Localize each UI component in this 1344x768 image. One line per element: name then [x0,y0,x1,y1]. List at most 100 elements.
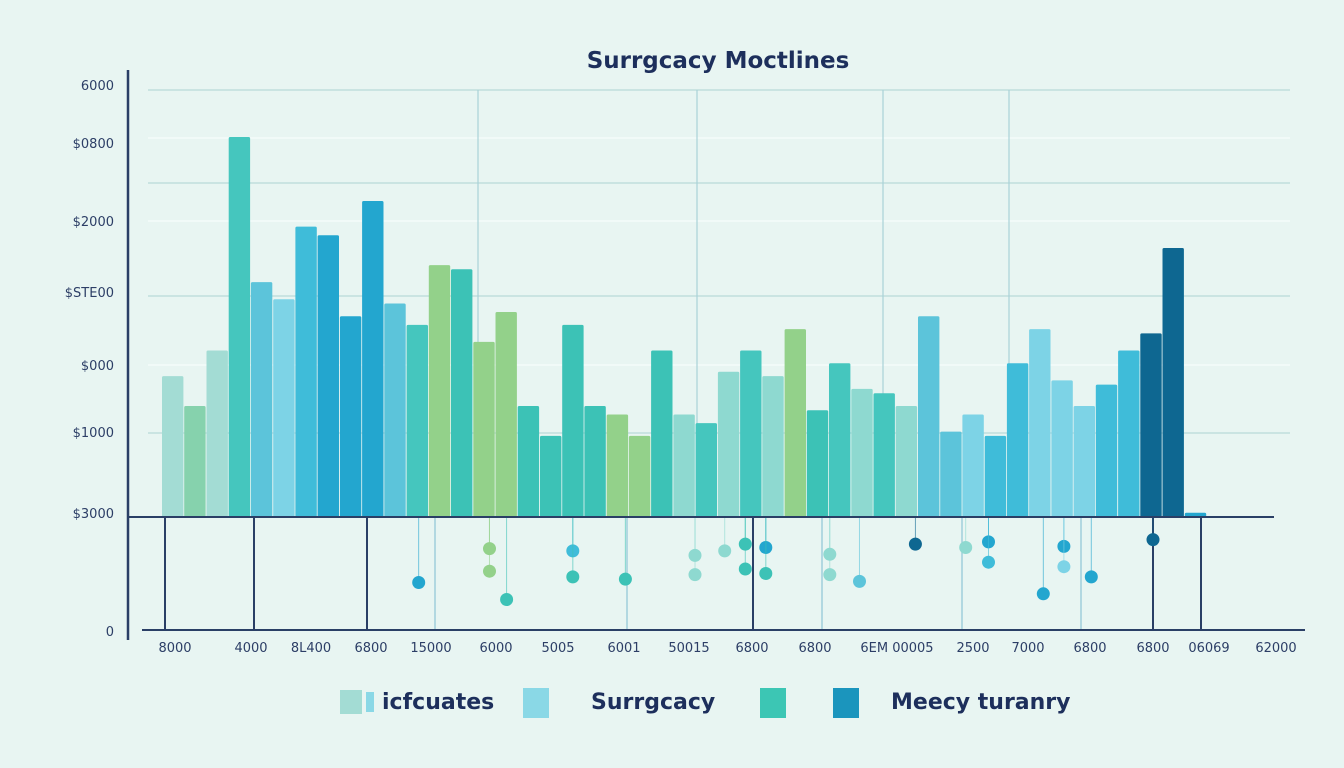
data-dot [566,570,580,584]
y-tick-label: $000 [81,359,114,374]
x-tick-label: 4000 [234,641,267,656]
bar [451,269,473,517]
y-tick-label: $0800 [73,137,114,152]
bar [384,303,406,517]
y-tick-label: 6000 [81,79,114,94]
bar [606,414,629,517]
lower-panel [164,517,1202,630]
legend-swatch [523,688,549,718]
bar [806,410,829,518]
bar [473,341,495,517]
bar [362,201,384,517]
bar [1095,384,1118,517]
x-tick-label: 6800 [735,641,768,656]
bar [228,137,251,517]
bar [717,371,740,517]
bar [517,406,540,517]
legend-label: Surrgcacy [591,690,715,715]
y-tick-label: $STE00 [65,286,114,301]
legend-label: Meecy turanry [891,690,1071,715]
bar [562,324,584,517]
bar [273,299,295,517]
data-dot [759,567,773,580]
bar [184,406,206,517]
data-dot [853,574,866,588]
legend-label: icfcuates [382,690,494,715]
bar [918,316,940,517]
x-tick-label: 6800 [354,641,387,656]
bar [162,376,184,517]
data-dot [738,562,752,576]
bar [250,282,273,517]
data-dot [412,576,426,589]
data-dot [618,572,632,586]
x-tick-label: 50015 [668,641,709,656]
bar [495,312,517,517]
data-dot [823,568,837,582]
x-tick-label: 2500 [956,641,989,656]
bar [1162,248,1184,517]
bar [829,363,851,517]
bar [406,324,428,517]
x-tick-label: 8000 [158,641,191,656]
data-dot [500,593,514,606]
data-dot [982,555,995,569]
data-dot [718,544,732,558]
bar [295,226,317,517]
bar [740,350,762,517]
legend-swatch [833,688,859,718]
x-tick-label: 5005 [541,641,574,656]
data-dot [1057,560,1071,574]
bar [1140,333,1162,517]
data-dot [1146,533,1160,547]
data-dot [1084,570,1098,584]
y-axis-ticks: 6000 $0800 $2000 $STE00 $000 $1000 $3000 0 [65,79,114,640]
legend: icfcuates Surrgcacy Meecy turanry [340,688,1071,718]
bar [317,235,339,517]
x-tick-label: 62000 [1255,641,1296,656]
x-tick-label: 06069 [1188,641,1229,656]
bar [584,406,606,517]
y-tick-label: $2000 [73,215,114,230]
bar [628,435,651,517]
x-tick-label: 15000 [410,641,451,656]
chart-title: Surrgcacy Moctlines [587,48,850,74]
x-tick-label: 7000 [1011,641,1044,656]
x-tick-label: 6800 [1073,641,1106,656]
bar [673,414,695,517]
x-tick-label: 6001 [607,641,640,656]
bar [895,406,918,517]
bar [540,435,562,517]
bar [339,316,362,517]
bar [851,388,873,517]
bar [1006,363,1029,517]
legend-swatch [760,688,786,718]
legend-swatch [366,692,374,712]
data-dot [1036,587,1050,601]
bar [695,423,717,517]
bar-series [162,137,1207,518]
bar [1051,380,1073,517]
bar [984,435,1007,517]
data-dot [959,541,973,554]
bar [1118,350,1140,517]
x-axis-ticks: 8000 4000 8L400 6800 15000 6000 5005 6001 50015 6… [158,641,1296,656]
data-dot [908,537,922,551]
bar [1073,406,1095,517]
bar [1029,329,1051,517]
bar [428,265,451,517]
x-tick-label: 8L400 [291,641,331,656]
bar [940,431,962,517]
x-tick-label: 6000 [479,641,512,656]
data-dot [688,568,702,582]
x-tick-label: 6800 [798,641,831,656]
x-tick-label: 6EM 00005 [860,641,933,656]
y-tick-label: $1000 [73,426,114,441]
bar [873,393,895,517]
bar [762,376,784,517]
bar [962,414,984,517]
data-dot [483,564,496,578]
bar [206,350,228,517]
bar [651,350,673,517]
